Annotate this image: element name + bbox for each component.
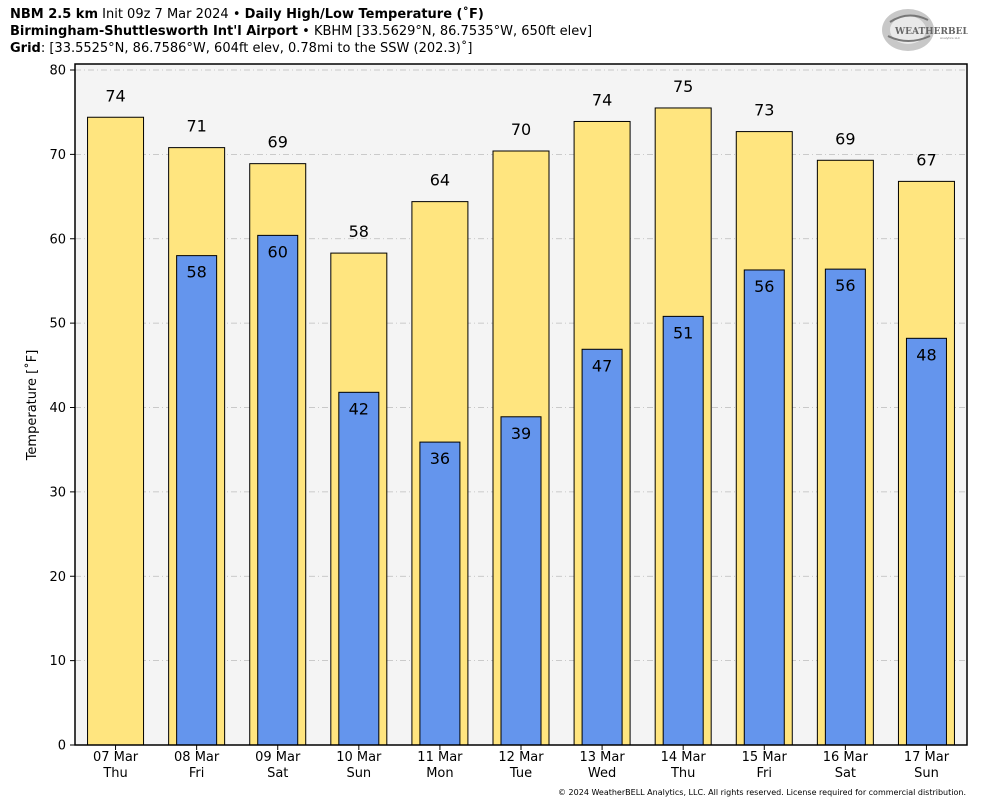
- x-tick-day: Wed: [588, 766, 616, 781]
- station-name: Birmingham-Shuttlesworth Int'l Airport: [10, 24, 299, 39]
- weatherbell-logo: WEATHERBELL Analytics LLC: [882, 9, 968, 51]
- separator: •: [302, 24, 310, 39]
- y-tick-label: 80: [49, 64, 66, 79]
- high-value-label: 58: [349, 222, 369, 241]
- logo-subtext: Analytics LLC: [940, 36, 960, 40]
- low-value-label: 60: [268, 242, 288, 261]
- y-tick-label: 60: [49, 232, 66, 247]
- y-tick-label: 30: [49, 485, 66, 500]
- x-tick-day: Thu: [102, 766, 127, 781]
- y-tick-label: 0: [58, 739, 66, 754]
- y-tick-label: 70: [49, 148, 66, 163]
- high-value-label: 67: [916, 150, 936, 169]
- low-value-label: 48: [916, 345, 936, 364]
- x-tick-day: Sat: [267, 766, 288, 781]
- low-value-label: 51: [673, 323, 693, 342]
- x-tick-date: 12 Mar: [498, 750, 544, 765]
- y-tick-label: 10: [49, 654, 66, 669]
- x-tick-day: Mon: [426, 766, 453, 781]
- init-time: Init 09z 7 Mar 2024: [102, 7, 229, 22]
- separator: •: [232, 7, 241, 22]
- low-bar: [743, 269, 785, 746]
- x-tick-day: Sun: [346, 766, 371, 781]
- high-value-label: 71: [186, 117, 206, 136]
- low-temperature-bars: [176, 234, 947, 746]
- model-name: NBM 2.5 km: [10, 7, 98, 22]
- x-tick-day: Sun: [914, 766, 939, 781]
- low-bar: [500, 416, 542, 746]
- logo-text: WEATHERBELL: [894, 27, 968, 37]
- low-bar: [257, 234, 299, 746]
- x-tick-date: 08 Mar: [174, 750, 220, 765]
- low-bar: [662, 315, 704, 746]
- grid-label: Grid: [10, 41, 41, 56]
- x-tick-date: 10 Mar: [336, 750, 382, 765]
- x-tick-date: 09 Mar: [255, 750, 301, 765]
- low-value-label: 56: [754, 277, 774, 296]
- low-value-label: 39: [511, 424, 531, 443]
- x-tick-day: Fri: [757, 766, 773, 781]
- low-value-label: 56: [835, 276, 855, 295]
- high-value-label: 74: [105, 86, 125, 105]
- x-tick-date: 16 Mar: [823, 750, 869, 765]
- data-labels: 74 71 69 58 64 70 74 75 73 69 67 58 60 42 36 39 47 51 56 56…: [105, 77, 936, 468]
- x-tick-date: 15 Mar: [742, 750, 788, 765]
- x-tick-date: 07 Mar: [93, 750, 139, 765]
- x-tick-date: 11 Mar: [417, 750, 463, 765]
- x-tick-day: Tue: [509, 766, 532, 781]
- chart-title: Daily High/Low Temperature (˚F): [244, 7, 484, 22]
- y-tick-label: 20: [49, 570, 66, 585]
- low-bar: [905, 337, 947, 746]
- high-value-label: 73: [754, 101, 774, 120]
- x-tick-date: 14 Mar: [661, 750, 707, 765]
- high-bar: [87, 116, 145, 746]
- low-value-label: 42: [349, 399, 369, 418]
- high-value-label: 74: [592, 90, 612, 109]
- low-bar: [581, 348, 623, 746]
- copyright-footer: © 2024 WeatherBELL Analytics, LLC. All r…: [558, 788, 966, 797]
- y-tick-label: 50: [49, 317, 66, 332]
- low-value-label: 47: [592, 356, 612, 375]
- low-bar: [419, 441, 461, 746]
- high-value-label: 64: [430, 171, 450, 190]
- y-axis-label: Temperature [˚F]: [24, 350, 40, 462]
- low-value-label: 58: [186, 263, 206, 282]
- y-tick-label: 40: [49, 401, 66, 416]
- low-bar: [338, 391, 380, 746]
- high-value-label: 69: [835, 129, 855, 148]
- high-value-label: 75: [673, 77, 693, 96]
- station-info: KBHM [33.5629°N, 86.7535°W, 650ft elev]: [313, 24, 593, 39]
- x-tick-day: Fri: [189, 766, 205, 781]
- high-value-label: 70: [511, 120, 531, 139]
- x-tick-date: 17 Mar: [904, 750, 950, 765]
- header-line-3: Grid: [33.5525°N, 86.7586°W, 604ft elev,…: [10, 40, 472, 57]
- low-bar: [176, 255, 218, 746]
- x-tick-day: Sat: [835, 766, 856, 781]
- low-value-label: 36: [430, 449, 450, 468]
- low-bar: [824, 268, 866, 746]
- y-axis: 0 10 20 30 40 50 60 70 80: [49, 64, 75, 754]
- header-line-2: Birmingham-Shuttlesworth Int'l Airport •…: [10, 23, 592, 40]
- x-tick-date: 13 Mar: [579, 750, 625, 765]
- high-value-label: 69: [268, 133, 288, 152]
- header-line-1: NBM 2.5 km Init 09z 7 Mar 2024 • Daily H…: [10, 6, 484, 23]
- x-tick-day: Thu: [670, 766, 695, 781]
- grid-info: : [33.5525°N, 86.7586°W, 604ft elev, 0.7…: [40, 41, 473, 56]
